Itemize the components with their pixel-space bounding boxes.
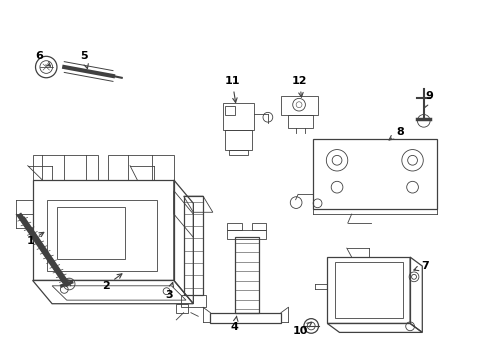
- Text: 1: 1: [26, 232, 44, 246]
- Text: 12: 12: [291, 76, 306, 97]
- Text: 9: 9: [423, 91, 433, 108]
- Text: 5: 5: [80, 51, 88, 68]
- Text: 3: 3: [165, 283, 173, 300]
- Text: 10: 10: [292, 322, 311, 336]
- Text: 8: 8: [388, 127, 404, 140]
- Text: 7: 7: [413, 261, 427, 271]
- Text: 11: 11: [224, 76, 240, 103]
- Text: 6: 6: [35, 51, 50, 66]
- Text: 2: 2: [102, 274, 122, 291]
- Text: 4: 4: [230, 316, 238, 332]
